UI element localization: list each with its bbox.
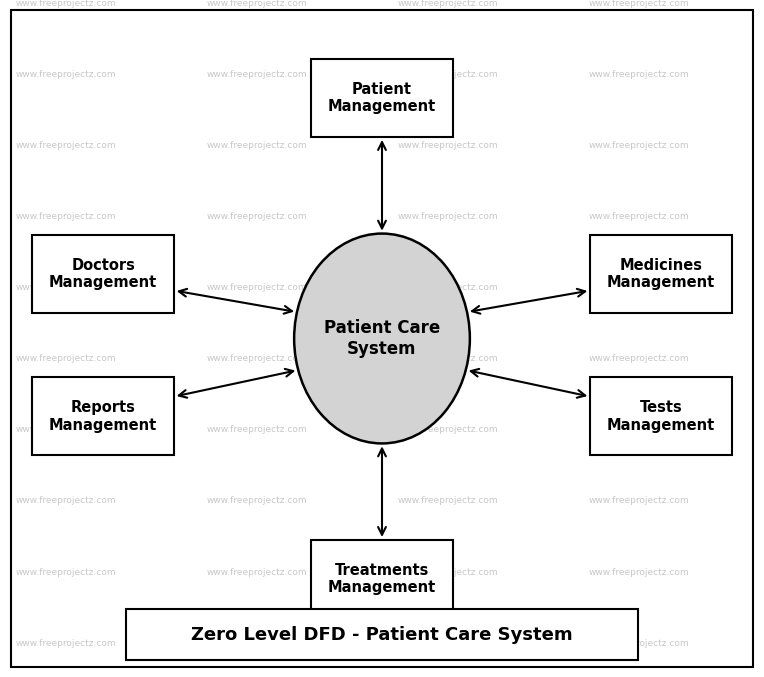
Text: www.freeprojectz.com: www.freeprojectz.com (206, 496, 307, 506)
Text: www.freeprojectz.com: www.freeprojectz.com (588, 354, 689, 364)
Text: www.freeprojectz.com: www.freeprojectz.com (206, 567, 307, 577)
Text: www.freeprojectz.com: www.freeprojectz.com (588, 212, 689, 221)
Text: www.freeprojectz.com: www.freeprojectz.com (206, 141, 307, 150)
Text: www.freeprojectz.com: www.freeprojectz.com (397, 425, 498, 435)
Text: www.freeprojectz.com: www.freeprojectz.com (15, 212, 116, 221)
Text: www.freeprojectz.com: www.freeprojectz.com (15, 638, 116, 648)
Text: www.freeprojectz.com: www.freeprojectz.com (206, 70, 307, 79)
Text: www.freeprojectz.com: www.freeprojectz.com (206, 283, 307, 292)
Text: www.freeprojectz.com: www.freeprojectz.com (206, 638, 307, 648)
FancyBboxPatch shape (312, 60, 452, 137)
Text: www.freeprojectz.com: www.freeprojectz.com (397, 496, 498, 506)
Text: www.freeprojectz.com: www.freeprojectz.com (15, 283, 116, 292)
Text: www.freeprojectz.com: www.freeprojectz.com (397, 567, 498, 577)
FancyBboxPatch shape (33, 378, 174, 455)
Text: Treatments
Management: Treatments Management (328, 563, 436, 595)
Text: www.freeprojectz.com: www.freeprojectz.com (588, 425, 689, 435)
Text: www.freeprojectz.com: www.freeprojectz.com (397, 212, 498, 221)
Text: Patient
Management: Patient Management (328, 82, 436, 114)
Ellipse shape (294, 234, 470, 443)
Text: www.freeprojectz.com: www.freeprojectz.com (206, 425, 307, 435)
FancyBboxPatch shape (312, 540, 452, 617)
Text: www.freeprojectz.com: www.freeprojectz.com (206, 0, 307, 8)
Text: www.freeprojectz.com: www.freeprojectz.com (588, 0, 689, 8)
Text: www.freeprojectz.com: www.freeprojectz.com (588, 70, 689, 79)
Text: Medicines
Management: Medicines Management (607, 258, 715, 290)
FancyBboxPatch shape (590, 235, 732, 313)
Text: www.freeprojectz.com: www.freeprojectz.com (588, 496, 689, 506)
Text: www.freeprojectz.com: www.freeprojectz.com (206, 354, 307, 364)
Text: Patient Care
System: Patient Care System (324, 319, 440, 358)
Text: www.freeprojectz.com: www.freeprojectz.com (15, 0, 116, 8)
Text: www.freeprojectz.com: www.freeprojectz.com (588, 141, 689, 150)
Text: www.freeprojectz.com: www.freeprojectz.com (588, 567, 689, 577)
Text: Zero Level DFD - Patient Care System: Zero Level DFD - Patient Care System (191, 626, 573, 644)
FancyBboxPatch shape (33, 235, 174, 313)
Text: www.freeprojectz.com: www.freeprojectz.com (15, 567, 116, 577)
FancyBboxPatch shape (590, 378, 732, 455)
FancyBboxPatch shape (126, 609, 638, 660)
Text: www.freeprojectz.com: www.freeprojectz.com (15, 425, 116, 435)
Text: www.freeprojectz.com: www.freeprojectz.com (206, 212, 307, 221)
Text: www.freeprojectz.com: www.freeprojectz.com (15, 496, 116, 506)
Text: www.freeprojectz.com: www.freeprojectz.com (15, 70, 116, 79)
Text: Doctors
Management: Doctors Management (49, 258, 157, 290)
Text: www.freeprojectz.com: www.freeprojectz.com (397, 70, 498, 79)
Text: www.freeprojectz.com: www.freeprojectz.com (397, 283, 498, 292)
Text: www.freeprojectz.com: www.freeprojectz.com (588, 283, 689, 292)
Text: www.freeprojectz.com: www.freeprojectz.com (15, 354, 116, 364)
Text: www.freeprojectz.com: www.freeprojectz.com (397, 638, 498, 648)
Text: www.freeprojectz.com: www.freeprojectz.com (397, 354, 498, 364)
Text: www.freeprojectz.com: www.freeprojectz.com (588, 638, 689, 648)
Text: Tests
Management: Tests Management (607, 400, 715, 433)
Text: www.freeprojectz.com: www.freeprojectz.com (397, 141, 498, 150)
Text: Reports
Management: Reports Management (49, 400, 157, 433)
Text: www.freeprojectz.com: www.freeprojectz.com (397, 0, 498, 8)
Text: www.freeprojectz.com: www.freeprojectz.com (15, 141, 116, 150)
